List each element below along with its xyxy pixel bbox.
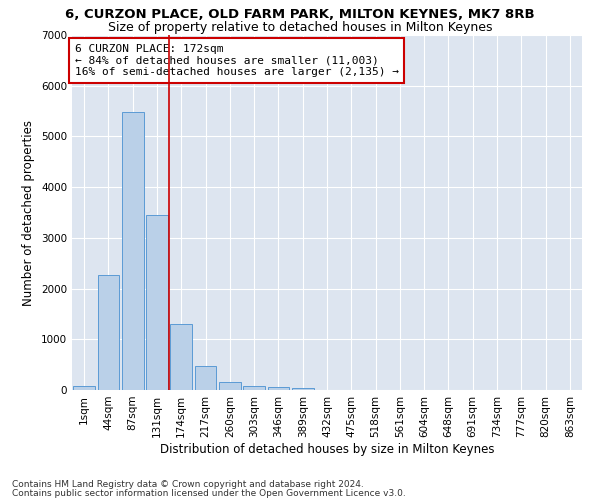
Bar (146, 215, 168, 390)
Y-axis label: Number of detached properties: Number of detached properties (22, 120, 35, 306)
Text: Size of property relative to detached houses in Milton Keynes: Size of property relative to detached ho… (108, 21, 492, 34)
Text: 6, CURZON PLACE, OLD FARM PARK, MILTON KEYNES, MK7 8RB: 6, CURZON PLACE, OLD FARM PARK, MILTON K… (65, 8, 535, 20)
Bar (194, 366, 217, 390)
Bar (122, 112, 143, 390)
Bar (243, 386, 265, 390)
Bar (219, 382, 241, 390)
Bar (292, 388, 314, 390)
Text: Contains HM Land Registry data © Crown copyright and database right 2024.: Contains HM Land Registry data © Crown c… (12, 480, 364, 489)
Bar (268, 387, 289, 390)
Text: Contains public sector information licensed under the Open Government Licence v3: Contains public sector information licen… (12, 489, 406, 498)
X-axis label: Distribution of detached houses by size in Milton Keynes: Distribution of detached houses by size … (160, 442, 494, 456)
Bar (97, 274, 119, 390)
Text: 6 CURZON PLACE: 172sqm
← 84% of detached houses are smaller (11,003)
16% of semi: 6 CURZON PLACE: 172sqm ← 84% of detached… (74, 44, 398, 77)
Bar (73, 386, 95, 390)
Bar (170, 324, 192, 390)
